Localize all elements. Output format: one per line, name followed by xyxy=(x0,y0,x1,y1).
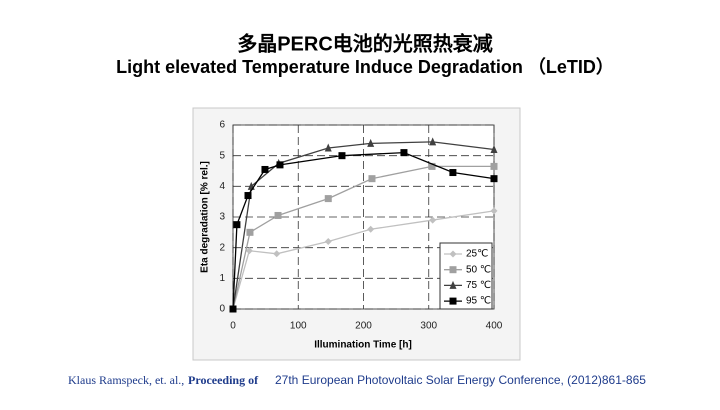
marker xyxy=(276,161,284,169)
marker xyxy=(324,143,332,152)
legend-items: 25℃ 50 ℃ 75 ℃ 95 ℃ xyxy=(444,249,491,307)
y-tick-label: 1 xyxy=(219,273,225,284)
slide-subtitle: Light elevated Temperature Induce Degrad… xyxy=(116,57,614,77)
marker xyxy=(245,247,253,255)
marker xyxy=(449,297,457,305)
marker xyxy=(449,280,457,289)
footer-authors: Klaus Ramspeck, et. al., xyxy=(68,373,184,387)
marker xyxy=(367,225,375,233)
marker xyxy=(490,175,498,183)
marker xyxy=(400,149,408,157)
marker xyxy=(490,145,498,154)
marker xyxy=(449,266,457,274)
marker xyxy=(261,165,269,173)
legend-label: 75 ℃ xyxy=(466,280,491,291)
legend xyxy=(439,242,493,310)
footer-proceeding: Proceeding of xyxy=(188,373,259,387)
y-axis-label: Eta degradation [% rel.] xyxy=(200,161,211,273)
y-tick-label: 4 xyxy=(219,181,225,192)
y-tick-label: 2 xyxy=(219,242,225,253)
marker xyxy=(338,152,346,160)
marker xyxy=(449,169,457,177)
marker xyxy=(490,162,498,170)
legend-label: 95 ℃ xyxy=(466,296,491,307)
marker xyxy=(274,211,282,219)
marker xyxy=(490,207,498,215)
marker xyxy=(324,195,332,203)
y-tick-label: 6 xyxy=(219,120,225,131)
legend-label: 50 ℃ xyxy=(466,264,491,275)
x-tick-label: 0 xyxy=(230,321,236,332)
y-tick-label: 0 xyxy=(219,304,225,315)
marker xyxy=(429,137,437,146)
marker xyxy=(246,228,254,236)
legend-label: 25℃ xyxy=(466,249,488,260)
marker xyxy=(233,221,241,229)
x-tick-label: 300 xyxy=(420,321,437,332)
marker xyxy=(324,238,332,246)
marker xyxy=(449,250,457,258)
y-tick-label: 5 xyxy=(219,150,225,161)
marker xyxy=(429,216,437,224)
y-tick-label: 3 xyxy=(219,212,225,223)
marker xyxy=(229,305,237,313)
marker xyxy=(273,250,281,258)
x-tick-label: 200 xyxy=(355,321,372,332)
marker xyxy=(367,138,375,147)
marker xyxy=(428,162,436,170)
footer-conference: 27th European Photovoltaic Solar Energy … xyxy=(275,373,646,387)
slide-title: 多晶PERC电池的光照热衰减 xyxy=(237,31,493,55)
marker xyxy=(244,192,252,200)
marker xyxy=(368,175,376,183)
x-tick-label: 100 xyxy=(290,321,307,332)
x-axis-label: Illumination Time [h] xyxy=(314,340,412,351)
x-tick-label: 400 xyxy=(486,321,503,332)
